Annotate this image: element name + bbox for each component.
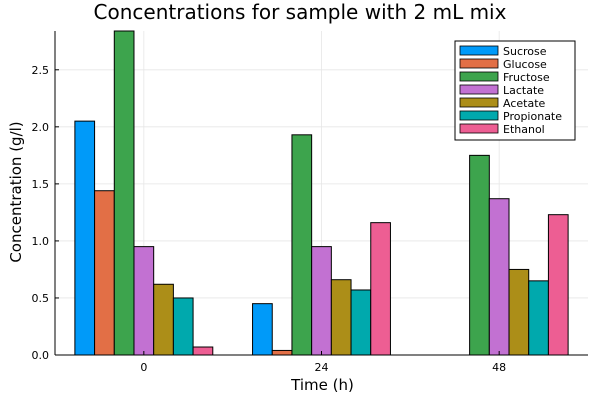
legend-label-ethanol: Ethanol bbox=[503, 123, 545, 136]
x-tick-label: 48 bbox=[492, 361, 506, 374]
legend-label-acetate: Acetate bbox=[503, 97, 546, 110]
legend-swatch-propionate bbox=[459, 110, 499, 121]
legend-swatch-ethanol bbox=[459, 123, 499, 134]
bar-propionate-48 bbox=[528, 280, 549, 356]
bar-ethanol-24 bbox=[370, 222, 391, 356]
bar-propionate-24 bbox=[350, 289, 372, 356]
bar-sucrose-0 bbox=[74, 120, 96, 356]
bar-sucrose-24 bbox=[252, 303, 273, 356]
y-tick-label: 0.5 bbox=[32, 292, 50, 305]
y-tick-label: 1.5 bbox=[32, 178, 50, 191]
y-tick-label: 2.5 bbox=[32, 64, 50, 77]
x-axis-label: Time (h) bbox=[291, 376, 354, 394]
y-axis-label: Concentration (g/l) bbox=[7, 121, 25, 263]
legend-label-sucrose: Sucrose bbox=[503, 45, 547, 58]
legend-swatch-acetate bbox=[459, 97, 499, 108]
bar-acetate-48 bbox=[508, 268, 530, 356]
bar-lactate-0 bbox=[133, 246, 155, 356]
y-tick-label: 1.0 bbox=[32, 235, 50, 248]
legend-label-lactate: Lactate bbox=[503, 84, 544, 97]
legend-swatch-fructose bbox=[459, 71, 499, 82]
legend-swatch-lactate bbox=[459, 84, 499, 95]
bar-glucose-24 bbox=[271, 349, 293, 356]
x-tick-label: 24 bbox=[315, 361, 329, 374]
bar-lactate-24 bbox=[311, 246, 332, 356]
legend-label-glucose: Glucose bbox=[503, 58, 547, 71]
bar-lactate-48 bbox=[488, 198, 510, 356]
x-tick-label: 0 bbox=[140, 361, 147, 374]
bar-ethanol-0 bbox=[192, 346, 214, 356]
legend-label-propionate: Propionate bbox=[503, 110, 562, 123]
y-tick-label: 2.0 bbox=[32, 121, 50, 134]
bar-ethanol-48 bbox=[547, 214, 569, 356]
bar-fructose-24 bbox=[291, 134, 313, 356]
legend-swatch-sucrose bbox=[459, 45, 499, 56]
bar-fructose-0 bbox=[113, 30, 135, 356]
chart-title: Concentrations for sample with 2 mL mix bbox=[93, 0, 507, 24]
bar-glucose-0 bbox=[94, 190, 115, 356]
legend-swatch-glucose bbox=[459, 58, 499, 69]
bar-fructose-48 bbox=[469, 154, 490, 356]
bar-propionate-0 bbox=[172, 297, 194, 356]
bar-acetate-24 bbox=[330, 279, 352, 356]
bar-acetate-0 bbox=[153, 283, 174, 356]
legend-label-fructose: Fructose bbox=[503, 71, 550, 84]
y-tick-label: 0.0 bbox=[32, 349, 50, 362]
